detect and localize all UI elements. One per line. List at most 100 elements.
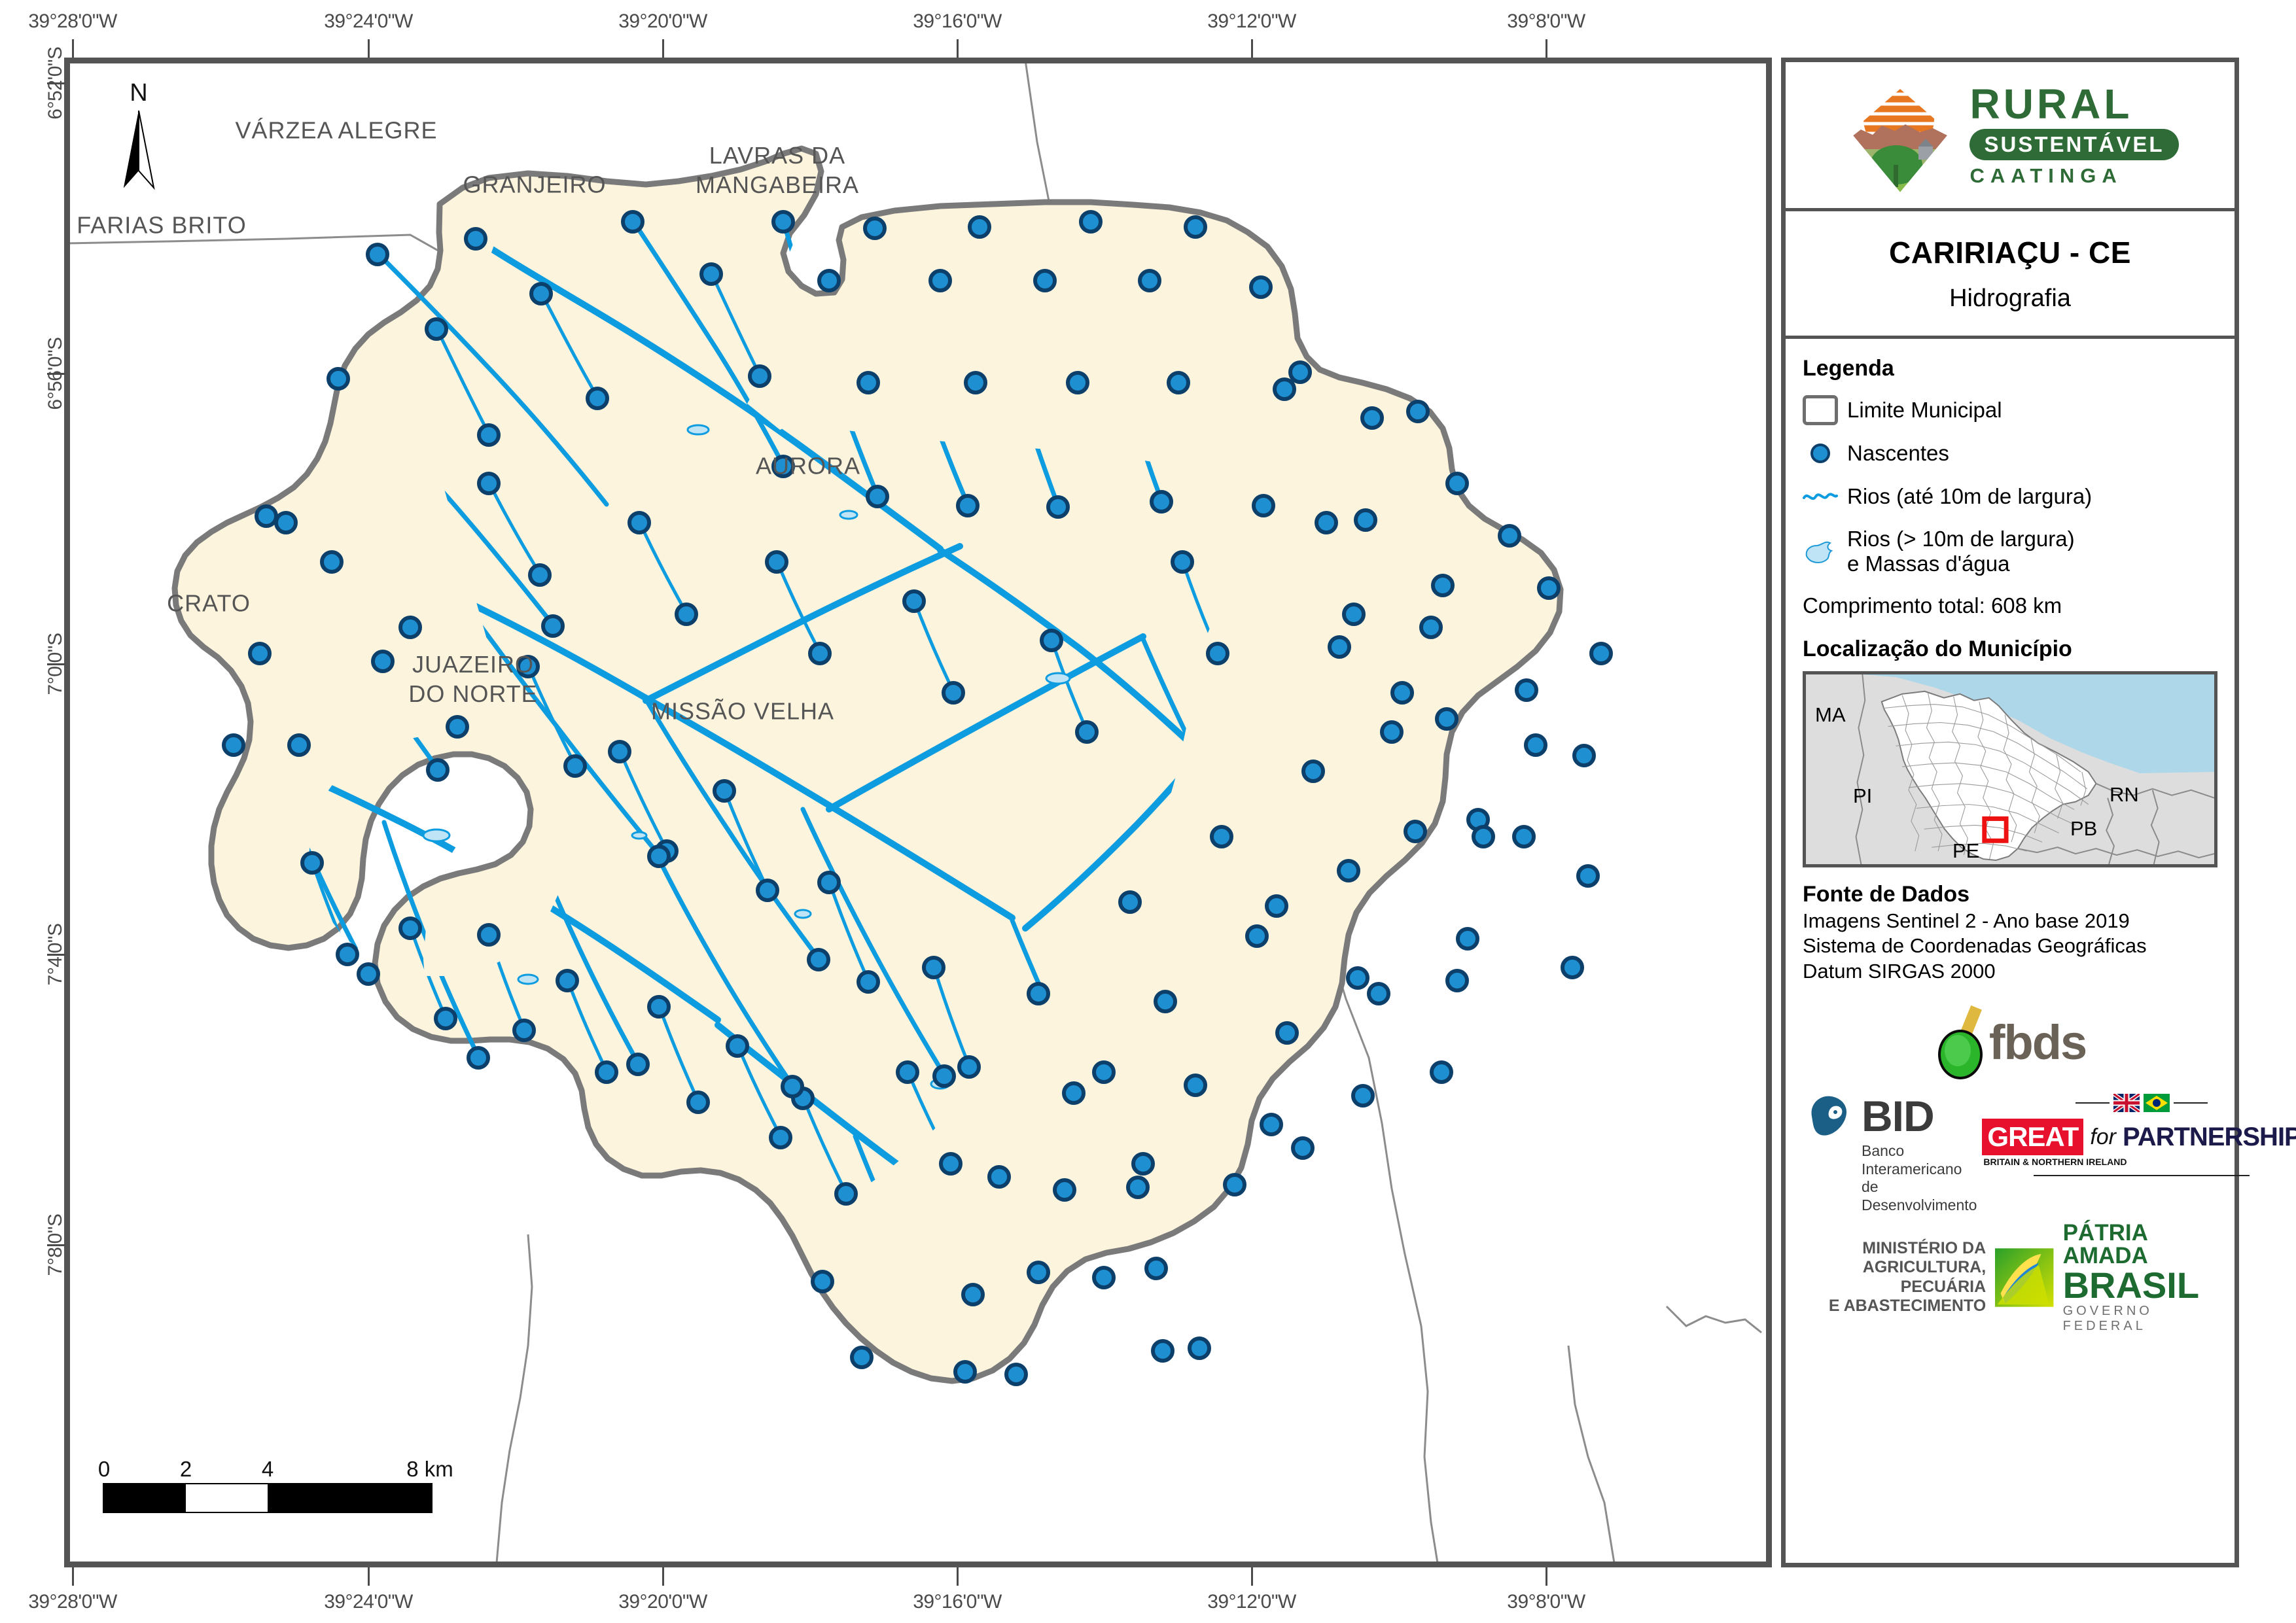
neighbour-label-granjeiro: GRANJEIRO bbox=[463, 171, 607, 198]
lon-tick-top-3 bbox=[662, 39, 664, 58]
great-subtext: BRITAIN & NORTHERN IRELAND bbox=[1983, 1157, 2127, 1168]
uk-flag-icon bbox=[2113, 1094, 2140, 1113]
map-canvas[interactable]: N VÁRZEA ALEGRE FARIAS BRITO GRANJEIRO L… bbox=[70, 63, 1766, 1562]
scale-tick-8: 8 km bbox=[406, 1457, 453, 1481]
page-title: CARIRIAÇU - CE bbox=[1889, 235, 2131, 270]
scale-tick-4: 4 bbox=[261, 1457, 274, 1481]
great-wordmark: GREAT bbox=[1987, 1121, 2079, 1153]
map-title-box: CARIRIAÇU - CE Hidrografia bbox=[1786, 211, 2234, 339]
scale-tick-0: 0 bbox=[97, 1457, 111, 1481]
neighbour-label-juazeiro-do-norte: JUAZEIRO DO NORTE bbox=[408, 651, 538, 707]
lon-tick-bot-3 bbox=[662, 1567, 664, 1586]
page-subtitle: Hidrografia bbox=[1949, 284, 2071, 312]
neighbour-label-lavras-da-mangabeira: LAVRAS DA MANGABEIRA bbox=[695, 142, 860, 198]
massas-agua-symbol-icon bbox=[1803, 532, 1838, 571]
brand-logo-box: RURAL SUSTENTÁVEL CAATINGA bbox=[1786, 62, 2234, 211]
lon-tick-top-4 bbox=[957, 39, 959, 58]
municipality-highlight-box bbox=[1982, 816, 2009, 843]
scale-bar-graphic bbox=[103, 1483, 433, 1513]
rios-pequenos-symbol-icon bbox=[1803, 483, 1838, 510]
brand-line-caatinga: CAATINGA bbox=[1969, 164, 2123, 187]
scale-bar: 0 2 4 8 km bbox=[98, 1457, 453, 1513]
limite-municipal-symbol-icon bbox=[1803, 395, 1838, 425]
lat-tick-1 bbox=[47, 82, 65, 84]
fbds-logo: fbds bbox=[1803, 993, 2217, 1091]
brazil-flag-icon bbox=[2144, 1094, 2170, 1113]
legend-item-massas-agua: Rios (> 10m de largura) e Massas d'água bbox=[1803, 527, 2217, 576]
location-heading: Localização do Município bbox=[1803, 636, 2072, 661]
lon-label-top-6: 39°8'0"W bbox=[1507, 10, 1585, 32]
lon-tick-bot-4 bbox=[957, 1567, 959, 1586]
lon-label-top-4: 39°16'0"W bbox=[913, 10, 1002, 32]
inset-state-label-pb: PB bbox=[2070, 816, 2098, 840]
lon-label-bot-1: 39°28'0"W bbox=[28, 1591, 117, 1613]
lon-label-top-2: 39°24'0"W bbox=[324, 10, 413, 32]
location-inset-map[interactable]: MA PI PE RN PB bbox=[1803, 671, 2217, 867]
patria-line-1: PÁTRIA AMADA bbox=[2062, 1219, 2148, 1268]
lon-tick-bot-6 bbox=[1545, 1567, 1547, 1586]
lon-label-bot-3: 39°20'0"W bbox=[618, 1591, 707, 1613]
brand-line-rural: RURAL bbox=[1969, 80, 2133, 128]
partner-logos-row-1: BID Banco Interamericano de Desenvolvime… bbox=[1803, 1091, 2296, 1214]
legend-item-rios-pequenos: Rios (até 10m de largura) bbox=[1803, 483, 2217, 510]
lon-label-bot-4: 39°16'0"W bbox=[913, 1591, 1002, 1613]
inset-state-label-pi: PI bbox=[1853, 784, 1873, 807]
inset-state-label-pe: PE bbox=[1952, 839, 1980, 862]
ministry-wordmark: MINISTÉRIO DA AGRICULTURA, PECUÁRIA E AB… bbox=[1828, 1238, 1987, 1316]
lon-tick-bot-5 bbox=[1251, 1567, 1253, 1586]
patria-line-2: BRASIL bbox=[2062, 1264, 2200, 1306]
lat-tick-4 bbox=[47, 954, 65, 956]
legend-label-massas-agua: Rios (> 10m de largura) e Massas d'água bbox=[1847, 527, 2075, 576]
neighbour-label-crato: CRATO bbox=[167, 589, 251, 617]
lon-label-top-3: 39°20'0"W bbox=[618, 10, 707, 32]
lon-tick-top-5 bbox=[1251, 39, 1253, 58]
map-frame: N VÁRZEA ALEGRE FARIAS BRITO GRANJEIRO L… bbox=[64, 58, 1772, 1567]
rural-sustentavel-caatinga-emblem-icon bbox=[1848, 86, 1953, 195]
neighbour-label-farias-brito: FARIAS BRITO bbox=[77, 211, 247, 239]
lon-label-top-1: 39°28'0"W bbox=[28, 10, 117, 32]
legend-item-nascentes: Nascentes bbox=[1803, 440, 2217, 466]
source-line-2: Sistema de Coordenadas Geográficas bbox=[1803, 934, 2147, 958]
bid-mark-icon bbox=[1811, 1096, 1847, 1136]
source-heading: Fonte de Dados bbox=[1803, 881, 1970, 907]
nascentes-layer bbox=[222, 210, 1613, 1386]
legend-item-limite-municipal: Limite Municipal bbox=[1803, 395, 2217, 425]
lon-label-bot-5: 39°12'0"W bbox=[1207, 1591, 1296, 1613]
lon-tick-top-2 bbox=[368, 39, 370, 58]
legend-label-rios-pequenos: Rios (até 10m de largura) bbox=[1847, 484, 2093, 509]
inset-state-label-rn: RN bbox=[2110, 782, 2139, 806]
north-label: N bbox=[130, 79, 148, 107]
north-arrow: N bbox=[109, 79, 168, 194]
legend-label-limite-municipal: Limite Municipal bbox=[1847, 398, 2002, 423]
bid-wordmark: BID bbox=[1862, 1092, 1935, 1141]
patria-line-3: GOVERNO FEDERAL bbox=[2062, 1303, 2153, 1333]
inset-state-label-ma: MA bbox=[1815, 703, 1846, 726]
brand-line-sustentavel: SUSTENTÁVEL bbox=[1984, 131, 2164, 156]
map-vector-layer bbox=[70, 63, 1762, 1562]
neighbour-label-varzea-alegre: VÁRZEA ALEGRE bbox=[235, 116, 438, 144]
municipality-polygon bbox=[171, 145, 1564, 1384]
lat-tick-3 bbox=[47, 663, 65, 665]
source-line-1: Imagens Sentinel 2 - Ano base 2019 bbox=[1803, 909, 2130, 932]
lat-tick-5 bbox=[47, 1244, 65, 1246]
great-partnership-word: PARTNERSHIP bbox=[2123, 1122, 2296, 1151]
legend-and-info-box: Legenda Limite Municipal Nascentes Rios … bbox=[1786, 339, 2296, 1563]
lon-tick-bot-1 bbox=[72, 1567, 74, 1586]
lon-tick-top-1 bbox=[72, 39, 74, 58]
lon-label-top-5: 39°12'0"W bbox=[1207, 10, 1296, 32]
legend-heading: Legenda bbox=[1803, 356, 1894, 381]
brasil-flag-block-icon bbox=[1995, 1248, 2054, 1307]
legend-label-nascentes: Nascentes bbox=[1847, 441, 1949, 466]
lon-tick-top-6 bbox=[1545, 39, 1547, 58]
fbds-wordmark: fbds bbox=[1988, 1015, 2087, 1070]
lon-tick-bot-2 bbox=[368, 1567, 370, 1586]
neighbour-label-aurora: AURORA bbox=[755, 452, 861, 480]
lon-label-bot-6: 39°8'0"W bbox=[1507, 1591, 1585, 1613]
great-for-word: for bbox=[2090, 1124, 2116, 1149]
inset-vector bbox=[1806, 674, 2214, 864]
source-line-3: Datum SIRGAS 2000 bbox=[1803, 959, 1996, 983]
total-length-label: Comprimento total: 608 km bbox=[1803, 593, 2062, 618]
lat-tick-2 bbox=[47, 373, 65, 375]
nascentes-symbol-icon bbox=[1803, 440, 1838, 466]
